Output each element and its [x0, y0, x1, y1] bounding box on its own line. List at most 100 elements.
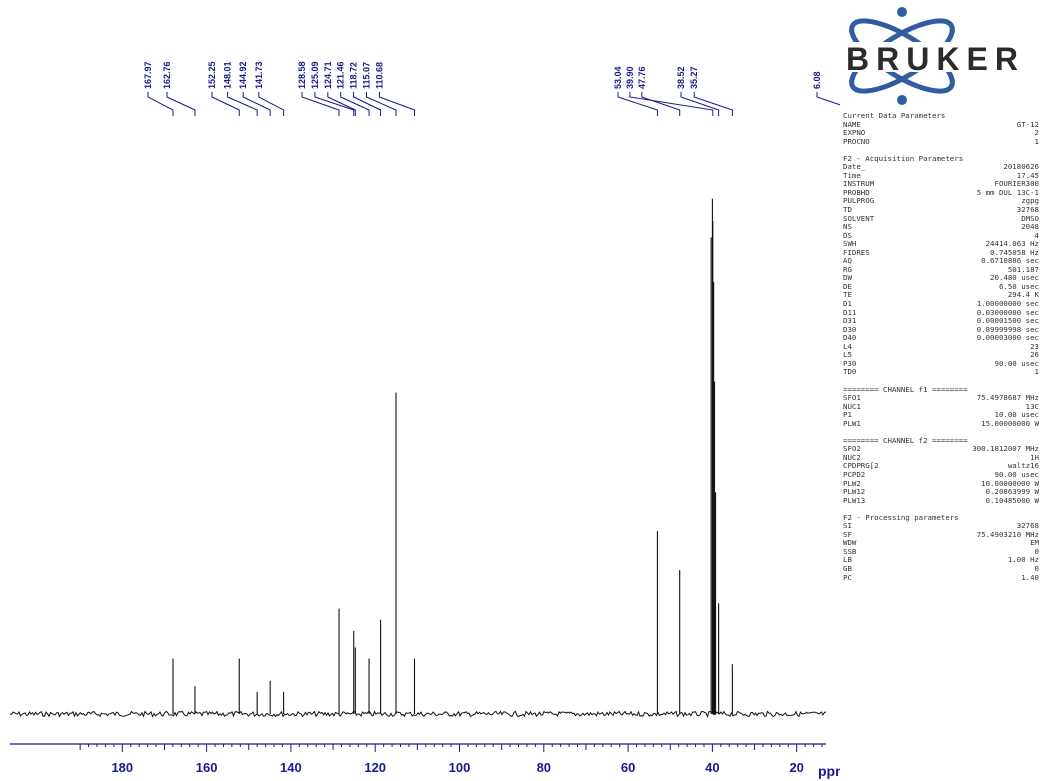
spectrum-chart: 167.97 162.76 152.25 148.01 144.92 141.73 128.… — [9, 61, 840, 779]
parameter-key: CPDPRG[2 — [843, 461, 879, 471]
parameter-value: waltz16 — [1007, 461, 1039, 471]
x-axis-tick-label: 20 — [789, 760, 803, 775]
peak-leader-1 — [147, 92, 174, 116]
parameter-value: 0.00001500 sec — [976, 316, 1039, 326]
parameter-row: LB 1.00 Hz — [843, 556, 1039, 565]
parameter-key: D11 — [843, 307, 857, 317]
x-axis-tick-label: 160 — [196, 760, 218, 775]
parameter-row: PLW13 0.10485000 W — [843, 496, 1039, 506]
peak-label-12: 115.07 — [362, 62, 372, 89]
parameter-value: 75.4978687 MHz — [976, 393, 1039, 403]
parameter-value: 0 — [1034, 563, 1039, 573]
parameter-row: Date_ 20180626 — [843, 163, 1039, 172]
parameter-key: SWH — [843, 239, 857, 249]
parameter-key: INSTRUM — [843, 179, 875, 189]
peak-leader-8 — [314, 92, 355, 116]
parameter-key: PCPD2 — [843, 469, 866, 479]
peak-leader-3 — [211, 92, 240, 116]
peak-leader-19 — [816, 92, 840, 106]
peak-label-8: 125.09 — [310, 61, 320, 89]
parameter-key: SFO1 — [843, 393, 861, 403]
parameter-row: AQ 0.6710886 sec — [843, 257, 1039, 266]
peak-label-11: 118.72 — [349, 62, 359, 89]
parameter-key: PROCNO — [843, 136, 870, 146]
parameter-value: 24414.063 Hz — [985, 239, 1039, 249]
parameter-key: P1 — [843, 410, 852, 420]
peak-leader-13 — [378, 92, 415, 116]
parameter-row: NUC2 1H — [843, 452, 1039, 463]
parameter-value: 0.745058 Hz — [990, 247, 1039, 257]
parameter-row: PLW12 0.20863999 W — [843, 488, 1039, 497]
parameter-value: 4 — [1034, 230, 1039, 240]
peak-label-4: 148.01 — [223, 61, 233, 89]
parameter-value: 501.187 — [1007, 264, 1039, 274]
peak-leader-17 — [680, 92, 720, 116]
peak-label-7: 128.58 — [297, 61, 307, 89]
peak-label-15: 39.90 — [625, 66, 635, 89]
parameter-row: WDW EM — [843, 539, 1039, 548]
x-axis-tick-label: 140 — [280, 760, 302, 775]
parameter-row: SFO1 75.4978687 MHz — [843, 393, 1039, 403]
parameter-key: SSB — [843, 546, 857, 556]
peak-label-6: 141.73 — [254, 61, 264, 89]
peak-leader-6 — [258, 92, 285, 116]
peak-label-layer: 167.97 162.76 152.25 148.01 144.92 141.73 128.… — [143, 61, 840, 116]
parameter-value: 1H — [1030, 452, 1039, 462]
parameter-row: INSTRUM FOURIER300 — [843, 180, 1039, 189]
parameter-row: RG 501.187 — [843, 264, 1039, 275]
parameter-key: AQ — [843, 256, 852, 266]
parameter-row: SFO2 300.1812007 MHz — [843, 445, 1039, 454]
parameter-row: NUC1 13C — [843, 402, 1039, 412]
parameter-value: 0.20863999 W — [985, 487, 1039, 497]
parameter-value: 75.4903210 MHz — [976, 529, 1039, 539]
parameter-row: NS 2048 — [843, 223, 1039, 232]
parameter-value: EM — [1030, 538, 1039, 548]
parameter-key: SI — [843, 521, 852, 531]
parameter-row: PULPROG zgpg — [843, 197, 1039, 206]
peak-label-2: 162.76 — [162, 61, 172, 89]
parameter-value: DMSO — [1021, 213, 1039, 223]
parameter-key: FIDRES — [843, 247, 870, 257]
parameter-key: GB — [843, 563, 852, 573]
x-axis-tick-label: 180 — [111, 760, 133, 775]
parameter-row: SOLVENT DMSO — [843, 213, 1039, 224]
parameter-value: 300.1812007 MHz — [972, 444, 1039, 454]
peak-leader-10 — [340, 92, 370, 116]
parameter-key: SF — [843, 529, 852, 539]
parameter-key: NS — [843, 222, 852, 232]
peak-label-3: 152.25 — [207, 61, 217, 89]
parameter-value: 2 — [1034, 128, 1039, 138]
parameter-value: 26 — [1030, 350, 1039, 360]
parameter-value: 0.00003000 sec — [976, 333, 1039, 343]
parameter-key: DW — [843, 273, 852, 283]
parameter-row: TD0 1 — [843, 368, 1039, 377]
parameter-row: PLW2 10.00000000 W — [843, 479, 1039, 489]
parameter-row: TD 32768 — [843, 205, 1039, 215]
x-axis-unit-label: ppm — [818, 763, 840, 779]
parameter-row: P1 10.00 usec — [843, 411, 1039, 420]
peak-leader-14 — [617, 92, 658, 116]
parameter-row: NAME GT-12 — [843, 119, 1039, 130]
parameter-value: 23 — [1030, 341, 1039, 351]
parameter-value: GT-12 — [1016, 119, 1039, 129]
parameter-row: CPDPRG[2 waltz16 — [843, 462, 1039, 471]
parameter-row: PCPD2 90.00 usec — [843, 469, 1039, 480]
parameter-row: D30 0.89999998 sec — [843, 325, 1039, 335]
parameter-key: L5 — [843, 350, 852, 360]
peak-leader-7 — [301, 92, 340, 116]
parameter-value: zgpg — [1021, 196, 1039, 206]
parameter-row: P30 90.00 usec — [843, 359, 1039, 369]
parameter-value: 294.4 K — [1007, 290, 1039, 300]
bruker-logo: BRUKER — [840, 6, 1040, 106]
parameter-value: 0.6710886 sec — [981, 256, 1039, 266]
parameter-value: 1 — [1034, 367, 1039, 377]
parameter-row: L5 26 — [843, 351, 1039, 360]
parameter-row: DE 6.50 usec — [843, 282, 1039, 292]
peak-leader-16 — [641, 92, 681, 116]
peak-label-13: 110.68 — [374, 62, 384, 89]
parameter-value: 20.480 usec — [990, 273, 1039, 283]
parameter-row: PC 1.40 — [843, 573, 1039, 583]
parameter-row: DW 20.480 usec — [843, 274, 1039, 283]
parameter-value: 32768 — [1016, 521, 1039, 531]
